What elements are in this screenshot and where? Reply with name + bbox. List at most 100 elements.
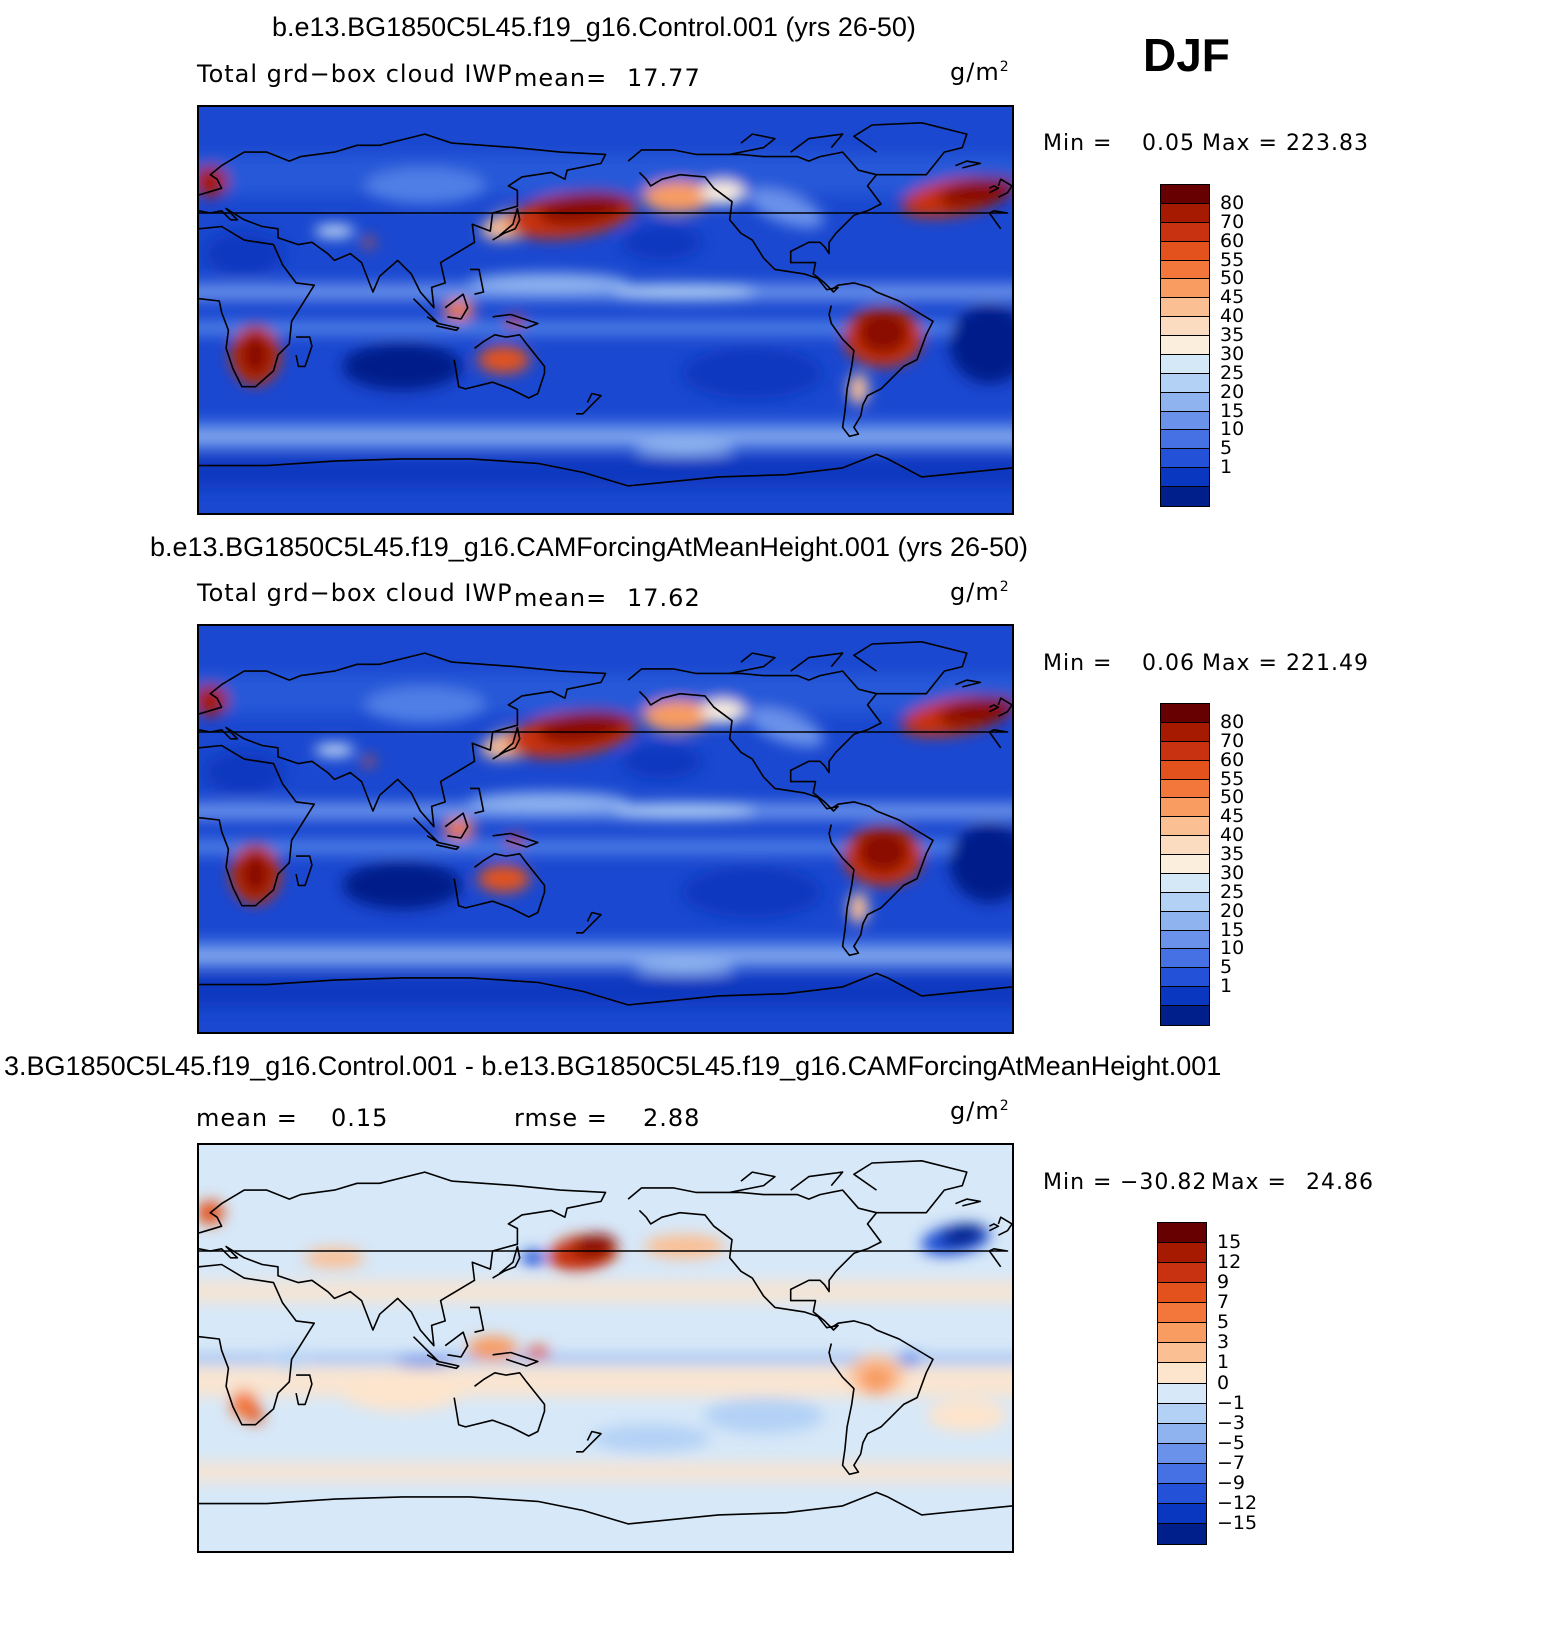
coastline: [199, 1491, 1012, 1525]
field-contour: [634, 443, 735, 456]
colorbar-tick-label: 0: [1217, 1371, 1230, 1394]
colorbar-tick-label: 15: [1220, 918, 1245, 941]
colorbar-tick-label: 25: [1220, 361, 1245, 384]
colorbar-segment: [1161, 760, 1209, 780]
colorbar-tick-label: 20: [1220, 899, 1245, 922]
mean-value: 17.62: [627, 584, 701, 612]
coastline: [199, 453, 1012, 487]
field-band: [199, 321, 1012, 336]
colorbar: [1160, 184, 1210, 507]
field-contour: [703, 1397, 824, 1434]
colorbar-segment: [1161, 911, 1209, 931]
field-contour: [469, 272, 630, 293]
colorbar-tick-label: 5: [1217, 1311, 1230, 1334]
colorbar-segment: [1158, 1523, 1206, 1544]
coastline: [828, 1320, 934, 1476]
map-camforcing: [197, 624, 1014, 1034]
coastline: [989, 1223, 1000, 1232]
colorbar-tick-label: 70: [1220, 729, 1245, 752]
field-contour: [469, 791, 630, 812]
min-label: Min =: [1043, 1170, 1113, 1195]
field-contour: [204, 231, 285, 276]
max-label: Max =: [1202, 651, 1278, 676]
colorbar-segment: [1161, 392, 1209, 412]
colorbar-tick-label: −15: [1217, 1511, 1258, 1534]
colorbar-tick-label: 12: [1217, 1251, 1242, 1274]
coastline: [576, 911, 602, 934]
colorbar-segment: [1161, 704, 1209, 723]
colorbar-tick-label: 10: [1220, 937, 1245, 960]
colorbar-tick-label: 20: [1220, 380, 1245, 403]
coastline: [729, 652, 776, 675]
coastline: [295, 336, 313, 368]
field-band: [199, 802, 1012, 819]
field-contour: [857, 310, 910, 355]
coastline: [444, 812, 469, 839]
field-contour: [199, 165, 229, 198]
colorbar-segment: [1158, 1463, 1206, 1484]
field-contour: [926, 1399, 1007, 1432]
coastline: [627, 149, 882, 293]
coastline: [470, 787, 485, 814]
field-contour: [362, 756, 375, 767]
contour-map: [199, 107, 1012, 513]
coastline: [295, 1374, 313, 1406]
colorbar-segment: [1161, 430, 1209, 450]
coastline: [199, 210, 1009, 230]
coastline: [470, 1306, 485, 1333]
field-contour: [269, 1349, 310, 1370]
colorbar-segment: [1158, 1363, 1206, 1384]
colorbar-segment: [1161, 203, 1209, 223]
coastline: [199, 133, 607, 309]
field-contour: [239, 333, 272, 378]
rmse-label: rmse =: [514, 1104, 608, 1132]
coastline: [295, 855, 313, 887]
colorbar-tick-label: −1: [1217, 1391, 1246, 1414]
colorbar-segment: [1161, 279, 1209, 299]
colorbar-tick-label: 50: [1220, 786, 1245, 809]
coastline: [199, 652, 607, 828]
coastline: [955, 160, 982, 169]
field-contour: [634, 962, 735, 975]
coastline: [492, 1245, 521, 1279]
season-label: DJF: [1143, 29, 1230, 81]
colorbar-segment: [1161, 260, 1209, 280]
colorbar-tick-label: 40: [1220, 305, 1245, 328]
colorbar-tick-label: 50: [1220, 267, 1245, 290]
max-value: 24.86: [1306, 1170, 1374, 1195]
coastline: [492, 726, 521, 760]
colorbar-segment: [1158, 1223, 1206, 1244]
coastline: [444, 293, 469, 320]
coastline: [790, 652, 844, 672]
field-contour: [525, 1346, 550, 1359]
coastline: [853, 641, 968, 695]
colorbar-segment: [1161, 930, 1209, 950]
colorbar-tick-label: 7: [1217, 1291, 1230, 1314]
units-label: g/m2: [950, 58, 1010, 86]
colorbar-segment: [1161, 373, 1209, 393]
colorbar-segment: [1161, 468, 1209, 487]
field-contour: [314, 225, 355, 238]
colorbar-segment: [1161, 779, 1209, 799]
coastlines: [199, 1160, 1012, 1525]
field-band: [199, 283, 1012, 300]
field-contour: [342, 342, 463, 391]
field-contour: [940, 1224, 985, 1246]
rmse-value: 2.88: [643, 1104, 701, 1132]
field-contour: [342, 861, 463, 910]
colorbar-tick-label: 25: [1220, 880, 1245, 903]
field-contour: [199, 684, 229, 717]
map-control: [197, 105, 1014, 515]
colorbar-tick-label: 45: [1220, 286, 1245, 309]
contour-map: [199, 1145, 1012, 1551]
field-band: [199, 840, 1012, 855]
colorbar-segment: [1161, 222, 1209, 242]
field-contour: [938, 177, 1012, 209]
colorbar-tick-label: 35: [1220, 843, 1245, 866]
field-contour: [644, 1234, 725, 1259]
coastline: [828, 801, 934, 957]
field-contour: [682, 866, 823, 919]
colorbar-tick-label: 60: [1220, 229, 1245, 252]
coastline: [955, 679, 982, 688]
colorbar-segment: [1158, 1443, 1206, 1464]
